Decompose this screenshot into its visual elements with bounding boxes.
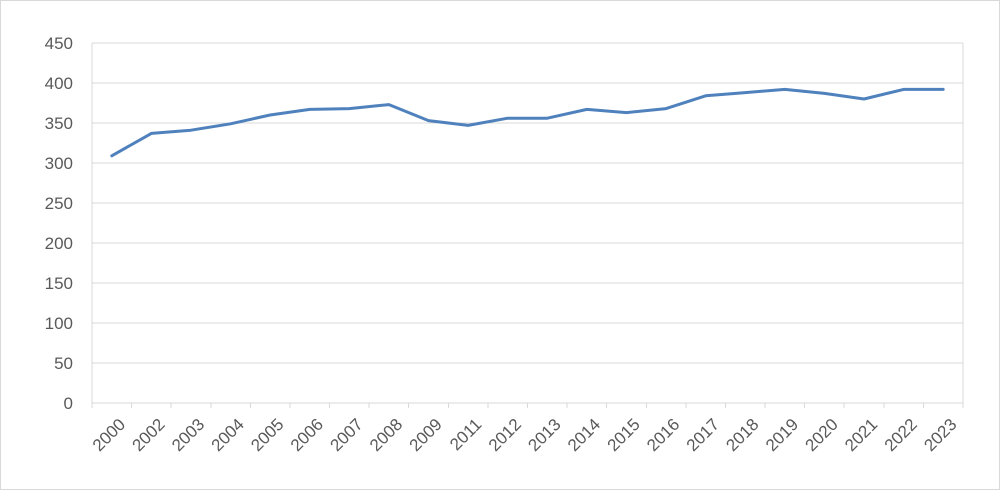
data-point-2020 bbox=[823, 92, 826, 95]
data-point-2007 bbox=[348, 107, 351, 110]
data-point-2015 bbox=[625, 111, 628, 114]
x-tick-label: 2013 bbox=[524, 415, 564, 455]
x-tick-label: 2014 bbox=[564, 415, 604, 455]
x-tick-label: 2006 bbox=[287, 415, 327, 455]
x-tick-label: 2005 bbox=[247, 415, 287, 455]
y-tick-label: 150 bbox=[45, 274, 73, 293]
x-tick-label: 2007 bbox=[326, 415, 366, 455]
data-point-2006 bbox=[308, 108, 311, 111]
x-tick-label: 2016 bbox=[643, 415, 683, 455]
x-tick-label: 2012 bbox=[485, 415, 525, 455]
data-point-2004 bbox=[229, 122, 232, 125]
data-point-2014 bbox=[585, 108, 588, 111]
y-tick-label: 200 bbox=[45, 234, 73, 253]
data-point-2013 bbox=[546, 117, 549, 120]
x-tick-label: 2021 bbox=[841, 415, 881, 455]
data-point-2009 bbox=[427, 119, 430, 122]
x-tick-label: 2009 bbox=[406, 415, 446, 455]
data-point-2003 bbox=[189, 129, 192, 132]
x-tick-label: 2022 bbox=[881, 415, 921, 455]
series-line-0 bbox=[110, 87, 945, 158]
data-point-2005 bbox=[269, 114, 272, 117]
x-tick-label: 2008 bbox=[366, 415, 406, 455]
y-tick-label: 450 bbox=[45, 34, 73, 53]
data-point-2021 bbox=[863, 98, 866, 101]
x-tick-label: 2003 bbox=[168, 415, 208, 455]
data-point-2023 bbox=[942, 88, 945, 91]
x-tick-label: 2019 bbox=[762, 415, 802, 455]
data-point-2000 bbox=[110, 154, 113, 157]
data-point-2018 bbox=[744, 91, 747, 94]
x-tick-label: 2018 bbox=[722, 415, 762, 455]
y-tick-label: 50 bbox=[54, 354, 73, 373]
data-point-2002 bbox=[150, 132, 153, 135]
data-point-2008 bbox=[387, 103, 390, 106]
series-layer bbox=[110, 87, 945, 158]
data-point-2011 bbox=[467, 124, 470, 127]
y-tick-label: 350 bbox=[45, 114, 73, 133]
data-point-2022 bbox=[902, 88, 905, 91]
data-point-2012 bbox=[506, 117, 509, 120]
y-tick-label: 250 bbox=[45, 194, 73, 213]
x-tick-label: 2015 bbox=[604, 415, 644, 455]
x-axis-tick-labels: 2000 2002 2003 2004 2005 2006 2007 2008 2009 2011… bbox=[89, 415, 961, 455]
data-point-2017 bbox=[704, 94, 707, 97]
y-tick-label: 0 bbox=[64, 394, 73, 413]
x-tick-label: 2023 bbox=[920, 415, 960, 455]
y-tick-label: 100 bbox=[45, 314, 73, 333]
data-point-2016 bbox=[665, 107, 668, 110]
y-tick-label: 300 bbox=[45, 154, 73, 173]
x-tick-label: 2017 bbox=[683, 415, 723, 455]
data-point-2019 bbox=[783, 88, 786, 91]
x-tick-label: 2000 bbox=[89, 415, 129, 455]
y-axis-tick-labels: 0 50 100 150 200 250 300 350 400 450 bbox=[45, 34, 73, 413]
x-tick-label: 2004 bbox=[208, 415, 248, 455]
gridlines bbox=[91, 42, 964, 408]
x-tick-label: 2020 bbox=[802, 415, 842, 455]
x-tick-label: 2011 bbox=[446, 415, 485, 454]
x-tick-label: 2002 bbox=[129, 415, 169, 455]
y-tick-label: 400 bbox=[45, 74, 73, 93]
